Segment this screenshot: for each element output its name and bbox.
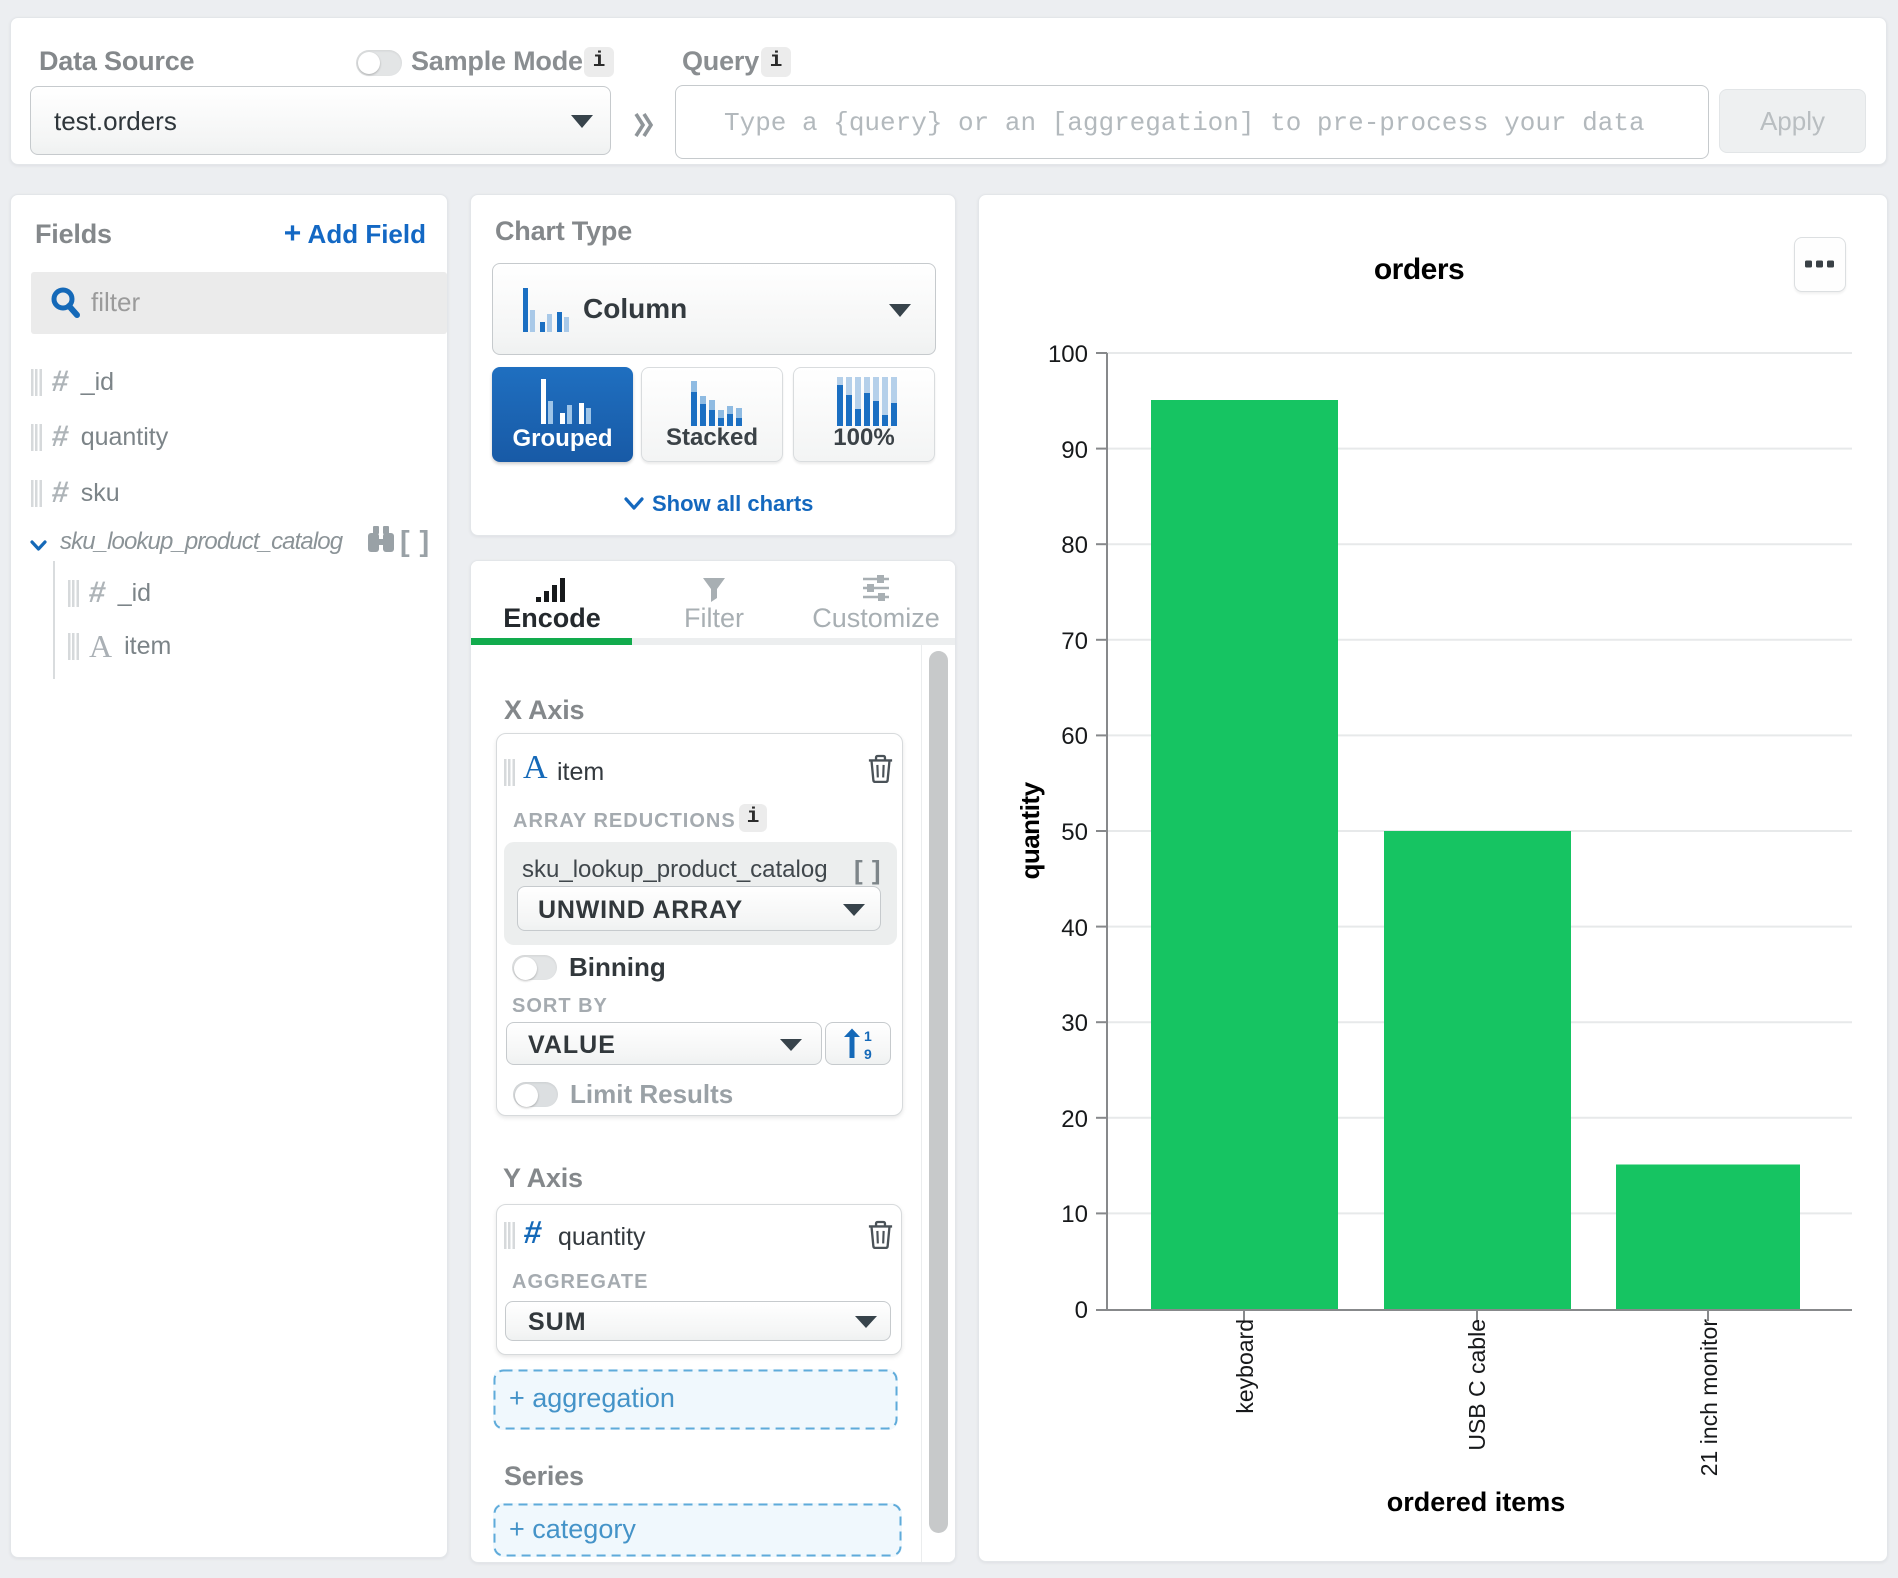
svg-text:100: 100 (1048, 341, 1088, 368)
svg-text:40: 40 (1061, 915, 1088, 942)
svg-text:80: 80 (1061, 532, 1088, 559)
svg-text:20: 20 (1061, 1106, 1088, 1133)
svg-text:9: 9 (864, 1046, 872, 1060)
svg-text:21 inch monitor: 21 inch monitor (1696, 1319, 1722, 1477)
svg-text:USB C cable: USB C cable (1464, 1319, 1490, 1451)
svg-text:keyboard: keyboard (1232, 1319, 1258, 1414)
svg-text:30: 30 (1061, 1010, 1088, 1037)
svg-text:orders: orders (1374, 253, 1464, 286)
svg-text:60: 60 (1061, 723, 1088, 750)
svg-text:0: 0 (1075, 1297, 1088, 1324)
svg-text:quantity: quantity (1015, 781, 1045, 879)
svg-text:70: 70 (1061, 628, 1088, 655)
svg-text:10: 10 (1061, 1201, 1088, 1228)
svg-text:50: 50 (1061, 819, 1088, 846)
svg-text:90: 90 (1061, 437, 1088, 464)
svg-text:ordered items: ordered items (1387, 1487, 1566, 1517)
svg-text:1: 1 (864, 1028, 872, 1044)
